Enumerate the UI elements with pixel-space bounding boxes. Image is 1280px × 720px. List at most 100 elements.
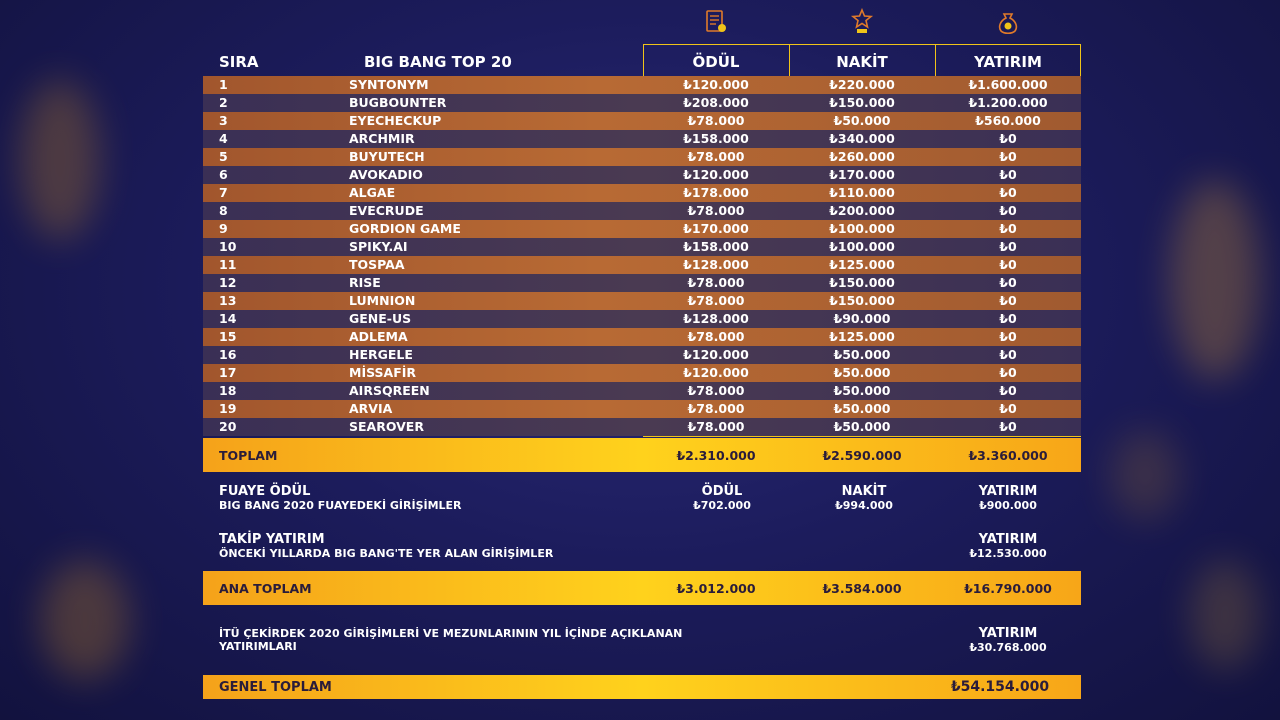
ana-toplam-bar: ANA TOPLAM ₺3.012.000 ₺3.584.000 ₺16.790… [203, 571, 1081, 605]
table-row: 10 SPIKY.AI ₺158.000 ₺100.000 ₺0 [203, 238, 1081, 256]
table-row: 2 BUGBOUNTER ₺208.000 ₺150.000 ₺1.200.000 [203, 94, 1081, 112]
name-cell: HERGELE [349, 347, 413, 362]
table-row: 12 RISE ₺78.000 ₺150.000 ₺0 [203, 274, 1081, 292]
odul-cell: ₺78.000 [687, 329, 745, 344]
name-cell: AVOKADIO [349, 167, 423, 182]
table-row: 13 LUMNION ₺78.000 ₺150.000 ₺0 [203, 292, 1081, 310]
yatirim-cell: ₺0 [999, 185, 1017, 200]
odul-cell: ₺78.000 [687, 419, 745, 434]
odul-cell: ₺178.000 [683, 185, 749, 200]
odul-cell: ₺78.000 [687, 401, 745, 416]
yatirim-cell: ₺0 [999, 311, 1017, 326]
odul-cell: ₺120.000 [683, 77, 749, 92]
yatirim-header: YATIRIM [974, 53, 1042, 71]
genel-toplam-label: GENEL TOPLAM [219, 680, 332, 695]
ana-toplam-label: ANA TOPLAM [219, 581, 312, 596]
yatirim-cell: ₺0 [999, 275, 1017, 290]
toplam-odul: ₺2.310.000 [676, 448, 756, 463]
fuaye-yatirim-label: YATIRIM [978, 484, 1038, 499]
odul-header: ÖDÜL [692, 53, 740, 71]
toplam-label: TOPLAM [219, 448, 278, 463]
takip-yatirim-value: ₺12.530.000 [969, 547, 1047, 560]
yatirim-cell: ₺0 [999, 293, 1017, 308]
bg-glow [1170, 180, 1260, 380]
odul-cell: ₺170.000 [683, 221, 749, 236]
odul-cell: ₺78.000 [687, 203, 745, 218]
odul-cell: ₺78.000 [687, 113, 745, 128]
rank-cell: 10 [219, 239, 237, 254]
nakit-cell: ₺125.000 [829, 329, 895, 344]
table-row: 11 TOSPAA ₺128.000 ₺125.000 ₺0 [203, 256, 1081, 274]
nakit-cell: ₺340.000 [829, 131, 895, 146]
nakit-cell: ₺170.000 [829, 167, 895, 182]
genel-toplam-bar: GENEL TOPLAM ₺54.154.000 [203, 675, 1081, 699]
takip-yatirim-label: YATIRIM [978, 532, 1038, 547]
itu-yatirim-value: ₺30.768.000 [969, 641, 1047, 654]
rank-cell: 1 [219, 77, 228, 92]
rank-cell: 13 [219, 293, 237, 308]
yatirim-cell: ₺560.000 [975, 113, 1041, 128]
rank-cell: 6 [219, 167, 228, 182]
itu-yatirim-label: YATIRIM [978, 626, 1038, 641]
takip-subtitle: ÖNCEKİ YILLARDA BIG BANG'TE YER ALAN GİR… [219, 547, 554, 560]
name-cell: EYECHECKUP [349, 113, 442, 128]
name-cell: BUGBOUNTER [349, 95, 447, 110]
ana-toplam-yatirim: ₺16.790.000 [964, 581, 1052, 596]
odul-cell: ₺78.000 [687, 383, 745, 398]
nakit-cell: ₺110.000 [829, 185, 895, 200]
nakit-cell: ₺200.000 [829, 203, 895, 218]
rank-cell: 15 [219, 329, 237, 344]
toplam-yatirim: ₺3.360.000 [968, 448, 1048, 463]
nakit-cell: ₺125.000 [829, 257, 895, 272]
trophy-icon [847, 6, 877, 38]
yatirim-cell: ₺0 [999, 419, 1017, 434]
table-row: 8 EVECRUDE ₺78.000 ₺200.000 ₺0 [203, 202, 1081, 220]
nakit-cell: ₺50.000 [833, 113, 891, 128]
name-cell: ARCHMIR [349, 131, 415, 146]
table-row: 1 SYNTONYM ₺120.000 ₺220.000 ₺1.600.000 [203, 76, 1081, 94]
name-cell: SEAROVER [349, 419, 424, 434]
rank-cell: 14 [219, 311, 237, 326]
yatirim-cell: ₺0 [999, 401, 1017, 416]
certificate-icon [701, 6, 731, 38]
nakit-cell: ₺220.000 [829, 77, 895, 92]
odul-cell: ₺120.000 [683, 347, 749, 362]
rank-cell: 17 [219, 365, 237, 380]
yatirim-cell: ₺0 [999, 365, 1017, 380]
rank-cell: 11 [219, 257, 237, 272]
rank-cell: 2 [219, 95, 228, 110]
table-row: 15 ADLEMA ₺78.000 ₺125.000 ₺0 [203, 328, 1081, 346]
yatirim-cell: ₺0 [999, 221, 1017, 236]
rank-cell: 7 [219, 185, 228, 200]
odul-cell: ₺78.000 [687, 275, 745, 290]
nakit-cell: ₺50.000 [833, 365, 891, 380]
rank-cell: 5 [219, 149, 228, 164]
fuaye-subtitle: BIG BANG 2020 FUAYEDEKİ GİRİŞİMLER [219, 499, 462, 512]
name-cell: ADLEMA [349, 329, 408, 344]
name-cell: SYNTONYM [349, 77, 429, 92]
fuaye-yatirim-value: ₺900.000 [979, 499, 1037, 512]
table-row: 18 AIRSQREEN ₺78.000 ₺50.000 ₺0 [203, 382, 1081, 400]
nakit-cell: ₺100.000 [829, 239, 895, 254]
name-cell: GORDION GAME [349, 221, 461, 236]
fuaye-odul-label: ÖDÜL [701, 484, 743, 499]
odul-cell: ₺78.000 [687, 293, 745, 308]
name-cell: MİSSAFİR [349, 365, 417, 380]
odul-cell: ₺208.000 [683, 95, 749, 110]
bg-glow [40, 560, 130, 680]
table-row: 20 SEAROVER ₺78.000 ₺50.000 ₺0 [203, 418, 1081, 436]
bg-glow [1110, 430, 1180, 520]
name-cell: TOSPAA [349, 257, 405, 272]
nakit-cell: ₺90.000 [833, 311, 891, 326]
table-row: 7 ALGAE ₺178.000 ₺110.000 ₺0 [203, 184, 1081, 202]
itu-line-2: YATIRIMLARI [219, 640, 297, 653]
sira-header: SIRA [219, 53, 259, 71]
nakit-cell: ₺50.000 [833, 383, 891, 398]
table-header: SIRA BIG BANG TOP 20 [203, 44, 1081, 78]
yatirim-cell: ₺0 [999, 347, 1017, 362]
odul-cell: ₺128.000 [683, 257, 749, 272]
yatirim-cell: ₺1.200.000 [968, 95, 1048, 110]
rank-cell: 8 [219, 203, 228, 218]
nakit-cell: ₺150.000 [829, 293, 895, 308]
name-cell: LUMNION [349, 293, 416, 308]
